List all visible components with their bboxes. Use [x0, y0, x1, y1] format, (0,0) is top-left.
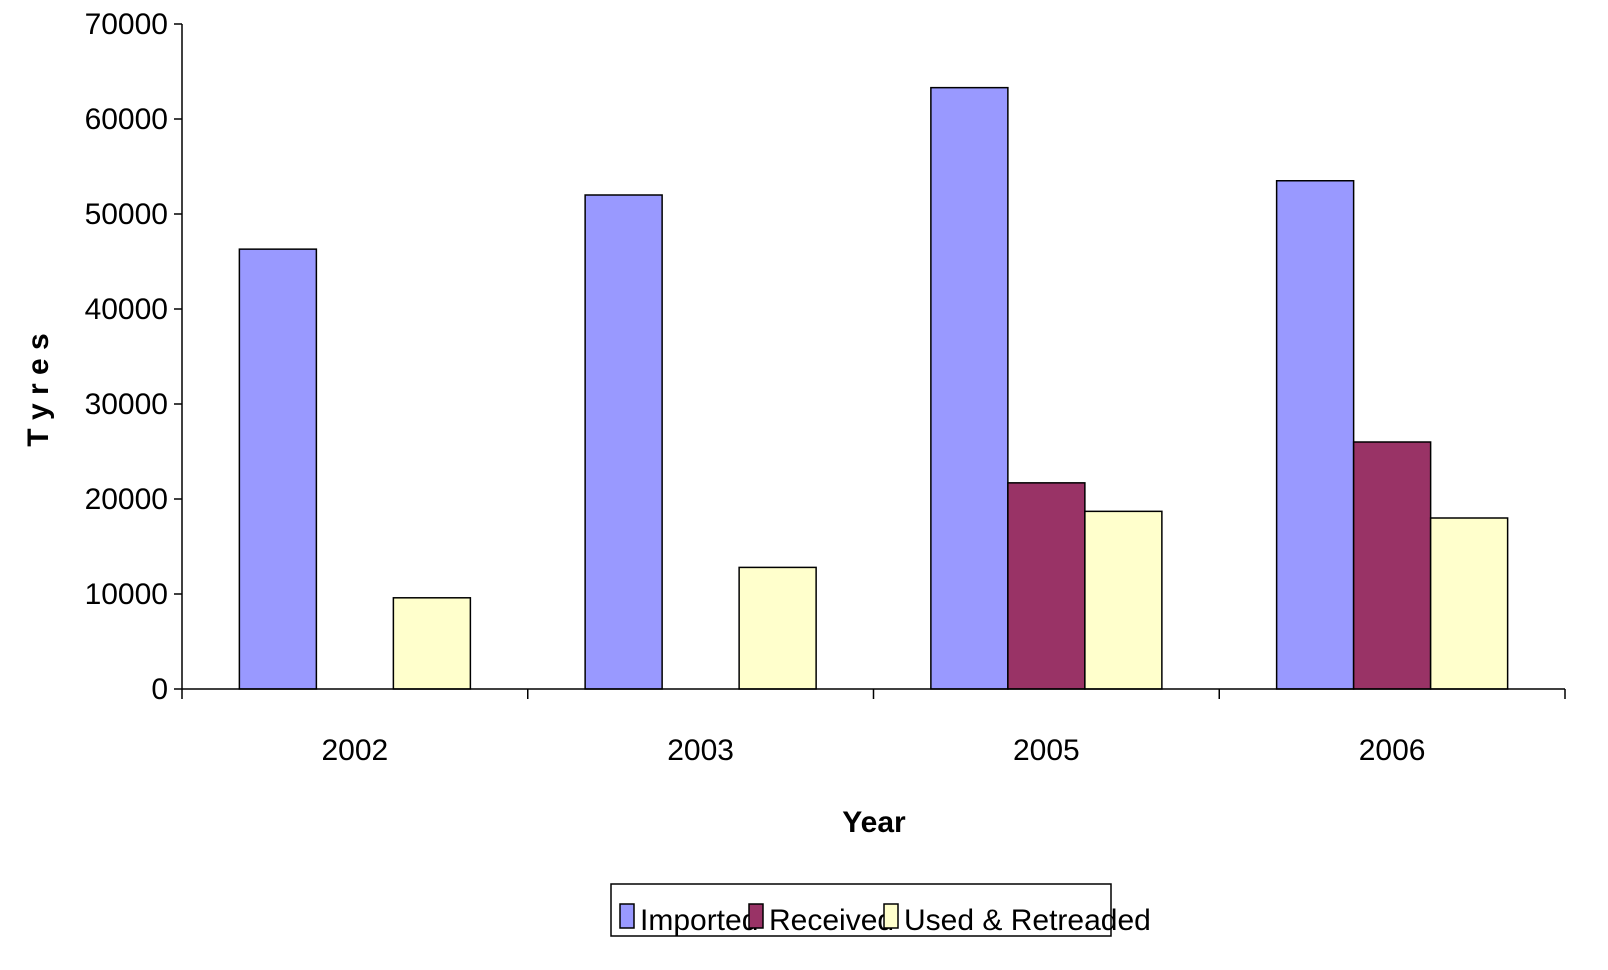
legend-swatch [883, 903, 899, 929]
bar-imported-2005 [930, 86, 1009, 690]
x-tick-label: 2005 [1013, 734, 1080, 767]
y-tick-label: 30000 [85, 388, 168, 421]
y-axis-ticks: 0 10000 20000 30000 40000 50000 60000 70000 [85, 8, 182, 706]
x-tick-label: 2002 [322, 734, 389, 767]
bar-imported-2006 [1275, 180, 1355, 690]
legend-swatch [619, 903, 635, 929]
legend-swatch [748, 903, 764, 929]
bar-imported-2003 [584, 194, 663, 690]
bar-used-retreaded-2002 [392, 597, 472, 690]
bar-used-retreaded-2006 [1429, 517, 1509, 690]
y-tick-label: 20000 [85, 483, 168, 516]
legend-label: Received [769, 904, 894, 937]
bar-used-retreaded-2005 [1084, 510, 1163, 690]
bars [238, 86, 1509, 690]
x-axis-title: Year [842, 806, 906, 839]
x-axis-ticks: 2002 2003 2005 2006 [181, 689, 1566, 767]
y-axis-title: T y r e s [22, 333, 55, 446]
y-tick-label: 40000 [85, 293, 168, 326]
bar-received-2006 [1352, 441, 1432, 690]
x-tick-label: 2003 [667, 734, 734, 767]
y-tick-label: 60000 [85, 103, 168, 136]
legend-box [610, 883, 1112, 937]
bar-received-2005 [1007, 482, 1086, 690]
y-tick-label: 50000 [85, 198, 168, 231]
x-tick-label: 2006 [1359, 734, 1426, 767]
y-tick-label: 0 [151, 673, 168, 706]
legend: Imported Received Used & Retreaded [610, 883, 1151, 937]
y-tick-label: 10000 [85, 578, 168, 611]
y-tick-label: 70000 [85, 8, 168, 41]
bar-used-retreaded-2003 [738, 566, 817, 690]
legend-label: Imported [640, 904, 758, 937]
legend-label: Used & Retreaded [904, 904, 1151, 937]
bar-imported-2002 [238, 248, 318, 690]
